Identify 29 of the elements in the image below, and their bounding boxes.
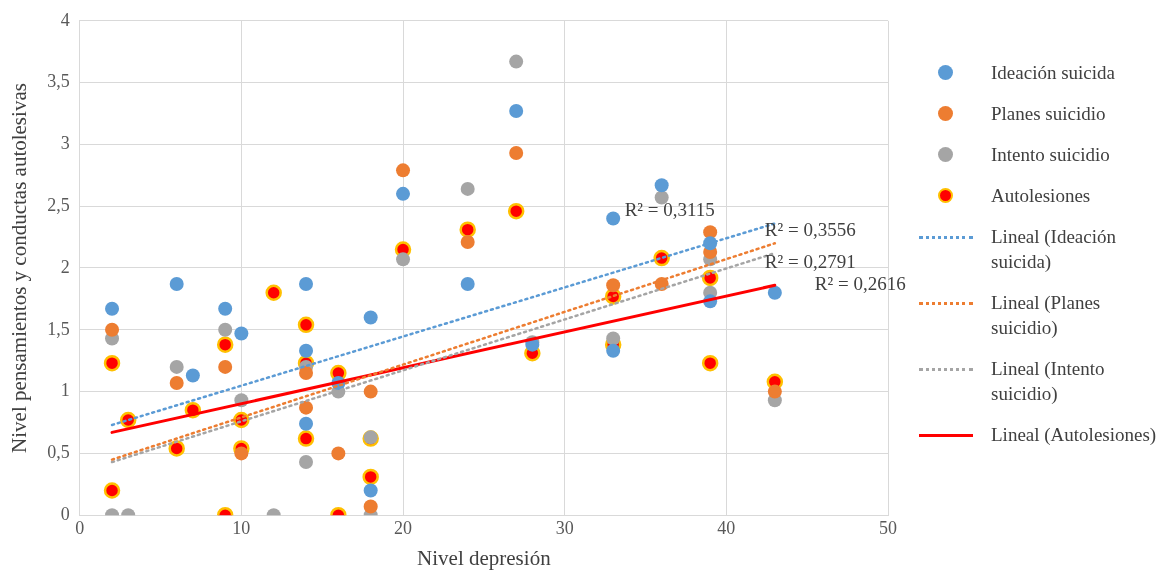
x-tick-label: 0 (75, 517, 85, 538)
annotation: R² = 0,2791 (764, 251, 856, 273)
y-axis-title: Nivel pensamientos y conductas autolesivas (7, 83, 32, 453)
x-tick-label: 20 (394, 517, 413, 538)
annotation: R² = 0,2616 (814, 273, 906, 295)
legend-label: Planes suicidio (991, 102, 1106, 126)
legend-label: Lineal (Intento suicidio) (991, 357, 1106, 406)
legend-label: Autolesiones (991, 184, 1091, 208)
x-tick-label: 40 (717, 517, 736, 538)
annotation: R² = 0,3556 (764, 219, 856, 241)
annotation: R² = 0,3115 (624, 199, 715, 221)
y-tick-label: 3,5 (47, 71, 70, 92)
legend-label: Lineal (Ideación suicida) (991, 225, 1117, 274)
legend-label: Intento suicidio (991, 143, 1110, 167)
y-tick-label: 0 (60, 503, 70, 524)
y-tick-label: 1 (60, 380, 70, 401)
x-axis-title: Nivel depresión (417, 545, 552, 570)
x-tick-label: 30 (555, 517, 574, 538)
y-tick-label: 2,5 (47, 194, 70, 215)
y-tick-label: 4 (60, 9, 70, 30)
y-tick-label: 3 (60, 133, 70, 154)
x-tick-label: 10 (232, 517, 251, 538)
y-tick-label: 2 (60, 256, 70, 277)
y-tick-label: 0,5 (47, 442, 70, 463)
y-tick-label: 1,5 (47, 318, 70, 339)
legend-label: Ideación suicida (991, 61, 1115, 85)
legend-label: Lineal (Planes suicidio) (991, 291, 1102, 340)
legend-label: Lineal (Autolesiones) (991, 423, 1157, 447)
x-tick-label: 50 (879, 517, 897, 538)
